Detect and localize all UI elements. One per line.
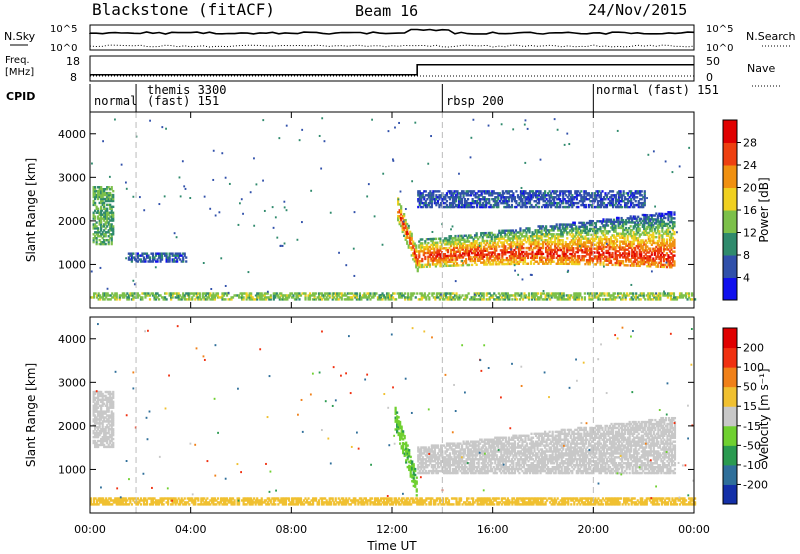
nsky-trace <box>89 28 695 35</box>
velocity-colorbar-tick-4: -15 <box>743 420 761 433</box>
velocity-mode-lines <box>135 317 594 513</box>
time-tick-label-4: 16:00 <box>477 523 509 536</box>
freq-tick-bottom: 8 <box>70 71 77 84</box>
velocity-colorbar-tick-6: -100 <box>743 459 768 472</box>
power-range-ticks: 1000 2000 3000 4000 <box>58 128 694 271</box>
power-cells <box>90 117 697 301</box>
velocity-colorbar-tick-1: 100 <box>743 361 764 374</box>
power-swatch-1 <box>723 255 737 278</box>
velocity-panel: 1000 2000 3000 4000 Slant Range [km] <box>24 316 697 514</box>
velocity-swatch-8 <box>723 328 737 349</box>
power-swatch-3 <box>723 210 737 233</box>
vel-yticks-label-0: 1000 <box>58 463 86 476</box>
velocity-cells <box>90 323 697 506</box>
nsearch-tick-top: 10^5 <box>706 24 733 35</box>
power-swatch-0 <box>723 277 737 301</box>
time-tick-label-0: 00:00 <box>74 523 106 536</box>
nave-tick-bottom: 0 <box>706 71 713 84</box>
power-yticks-label-0: 1000 <box>58 258 86 271</box>
nave-tick-top: 50 <box>706 55 720 68</box>
vel-yticks-label-1: 2000 <box>58 420 86 433</box>
velocity-colorbar-tick-5: -50 <box>743 439 761 452</box>
time-axis: 00:00 04:00 08:00 12:00 16:00 20:00 00:00 <box>74 112 710 536</box>
velocity-panel-frame <box>89 316 695 514</box>
cpid-mode-themis-fast: (fast) 151 <box>147 94 219 108</box>
power-range-axis-label: Slant Range [km] <box>24 158 38 262</box>
time-tick-label-2: 08:00 <box>275 523 307 536</box>
date-title: 24/Nov/2015 <box>588 1 687 19</box>
freq-panel: Freq. [MHz] 18 8 50 0 Nave <box>5 55 780 87</box>
vel-yticks-label-3: 4000 <box>58 333 86 346</box>
cpid-mode-themis: themis 3300 <box>147 83 226 97</box>
power-colorbar-tick-0: 4 <box>743 272 750 285</box>
noise-traces <box>89 28 695 48</box>
cpid-mode-rbsp: rbsp 200 <box>446 94 504 108</box>
cpid-strip: normal themis 3300 (fast) 151 rbsp 200 n… <box>89 83 719 112</box>
velocity-colorbar-tick-2: 50 <box>743 381 757 394</box>
freq-label-line2: [MHz] <box>5 67 34 78</box>
velocity-swatch-6 <box>723 367 737 388</box>
velocity-swatch-4 <box>723 406 737 427</box>
power-yticks-label-1: 2000 <box>58 215 86 228</box>
power-colorbar-tick-4: 20 <box>743 182 757 195</box>
velocity-colorbar-label: Velocity [m s⁻¹] <box>757 368 771 461</box>
cpid-label: CPID <box>6 90 35 103</box>
power-swatch-7 <box>723 120 737 143</box>
freq-label-line1: Freq. <box>5 55 30 66</box>
time-axis-label: Time UT <box>366 539 417 553</box>
velocity-swatch-7 <box>723 347 737 368</box>
velocity-swatch-0 <box>723 484 737 505</box>
power-mode-lines <box>135 112 594 308</box>
time-tick-label-1: 04:00 <box>175 523 207 536</box>
power-swatch-5 <box>723 165 737 188</box>
freq-traces <box>90 63 694 77</box>
freq-trace <box>90 63 694 76</box>
power-colorbar-tick-1: 8 <box>743 249 750 262</box>
freq-panel-frame <box>89 55 695 82</box>
velocity-range-ticks: 1000 2000 3000 4000 <box>58 333 694 476</box>
nsky-tick-bottom: 10^0 <box>50 43 77 54</box>
cpid-mode-normal-fast: normal (fast) 151 <box>596 83 719 97</box>
velocity-range-axis-label: Slant Range [km] <box>24 363 38 467</box>
nsearch-trace <box>89 44 695 48</box>
power-panel: 1000 2000 3000 4000 Slant Range [km] <box>24 111 697 309</box>
velocity-colorbar-tick-0: 200 <box>743 342 764 355</box>
radar-title: Blackstone (fitACF) <box>92 0 275 19</box>
power-swatch-4 <box>723 187 737 211</box>
power-swatch-2 <box>723 232 737 256</box>
power-colorbar: Power [dB] 4 8 12 16 20 24 28 <box>722 119 771 301</box>
power-colorbar-tick-5: 24 <box>743 159 757 172</box>
nave-label: Nave <box>747 62 775 75</box>
nsearch-label: N.Search <box>746 30 796 43</box>
velocity-swatch-3 <box>723 425 737 446</box>
power-swatch-6 <box>723 142 737 166</box>
beam-title: Beam 16 <box>355 2 418 20</box>
cpid-mode-normal: normal <box>94 94 137 108</box>
velocity-colorbar-tick-3: 15 <box>743 400 757 413</box>
time-tick-label-3: 12:00 <box>376 523 408 536</box>
freq-tick-top: 18 <box>66 55 80 68</box>
nsky-label: N.Sky <box>4 30 36 43</box>
power-panel-frame <box>89 111 695 309</box>
velocity-swatch-2 <box>723 445 737 466</box>
velocity-colorbar-tick-7: -200 <box>743 478 768 491</box>
vel-yticks-label-2: 3000 <box>58 376 86 389</box>
time-tick-label-6: 00:00 <box>678 523 710 536</box>
power-colorbar-label: Power [dB] <box>757 177 771 242</box>
velocity-swatch-5 <box>723 386 737 407</box>
power-colorbar-tick-3: 16 <box>743 204 757 217</box>
time-tick-label-5: 20:00 <box>577 523 609 536</box>
power-colorbar-tick-2: 12 <box>743 227 757 240</box>
power-colorbar-tick-6: 28 <box>743 137 757 150</box>
noise-panel: N.Sky 10^5 10^0 10^5 10^0 N.Search <box>4 24 796 54</box>
power-yticks-label-2: 3000 <box>58 171 86 184</box>
nsearch-tick-bottom: 10^0 <box>706 43 733 54</box>
velocity-swatch-1 <box>723 464 737 485</box>
velocity-colorbar: Velocity [m s⁻¹] 200 100 50 15 -15 -50 -100 -20… <box>722 327 771 505</box>
nsky-tick-top: 10^5 <box>50 24 77 35</box>
power-yticks-label-3: 4000 <box>58 128 86 141</box>
noise-panel-frame <box>89 24 695 51</box>
